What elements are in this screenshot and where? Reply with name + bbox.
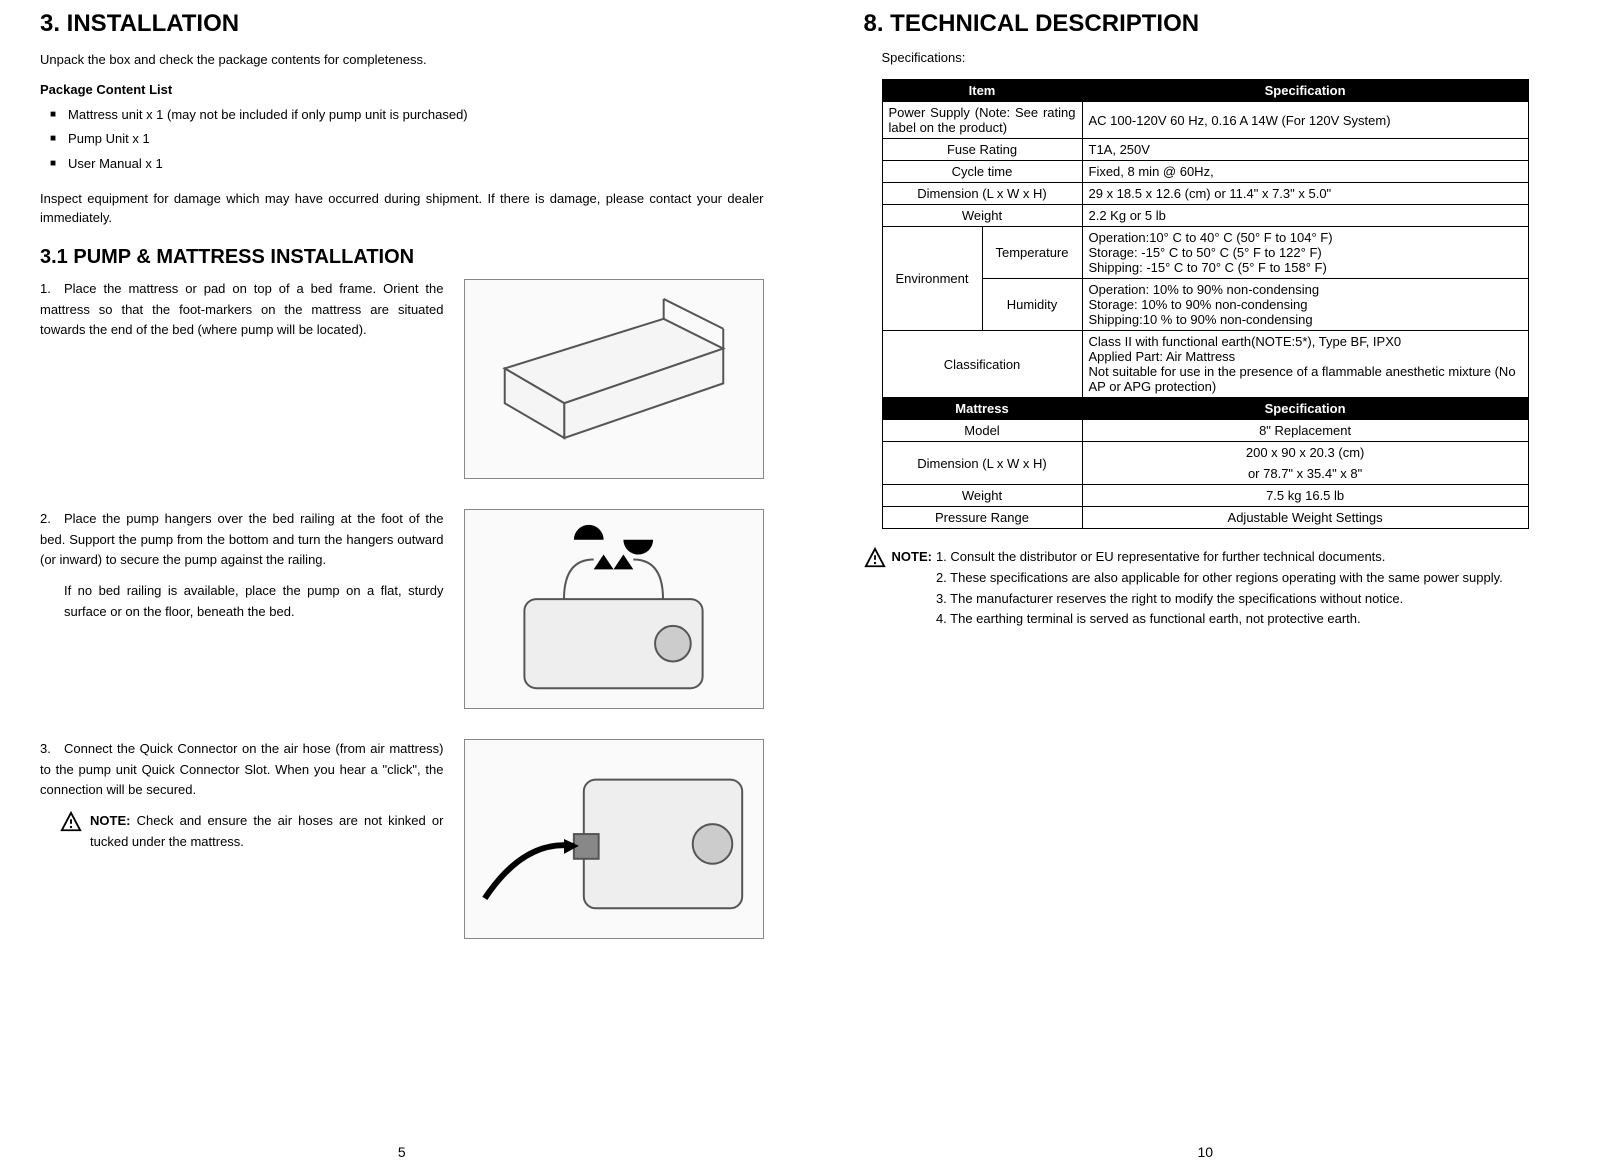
th-spec: Specification — [1082, 80, 1528, 102]
warning-icon — [60, 811, 82, 853]
mattress-illustration — [464, 279, 764, 479]
cell: AC 100-120V 60 Hz, 0.16 A 14W (For 120V … — [1082, 102, 1528, 139]
section-title: 8. TECHNICAL DESCRIPTION — [864, 10, 1568, 38]
step-body-2: If no bed railing is available, place th… — [40, 581, 444, 623]
list-item: Pump Unit x 1 — [50, 129, 764, 150]
note-label: NOTE: — [892, 547, 932, 568]
step-3: 3.Connect the Quick Connector on the air… — [40, 739, 764, 939]
cell: 29 x 18.5 x 12.6 (cm) or 11.4" x 7.3" x … — [1082, 183, 1528, 205]
pump-icon — [465, 510, 762, 708]
page-left: 3. INSTALLATION Unpack the box and check… — [0, 0, 804, 1160]
mattress-icon — [465, 289, 763, 468]
table-row: Weight 7.5 kg 16.5 lb — [882, 485, 1528, 507]
step-body: Place the mattress or pad on top of a be… — [40, 281, 444, 338]
note-item: 2. These specifications are also applica… — [936, 568, 1567, 589]
cell: 2.2 Kg or 5 lb — [1082, 205, 1528, 227]
spec-table: Item Specification Power Supply (Note: S… — [882, 79, 1529, 529]
table-row: Fuse Rating T1A, 250V — [882, 139, 1528, 161]
table-row: Model 8" Replacement — [882, 420, 1528, 442]
step-body: Connect the Quick Connector on the air h… — [40, 741, 444, 798]
cell: Class II with functional earth(NOTE:5*),… — [1082, 331, 1528, 398]
cell: 200 x 90 x 20.3 (cm) — [1082, 442, 1528, 464]
note-item: 4. The earthing terminal is served as fu… — [936, 609, 1567, 630]
cell: Model — [882, 420, 1082, 442]
step-2: 2.Place the pump hangers over the bed ra… — [40, 509, 764, 709]
note-text: Check and ensure the air hoses are not k… — [90, 813, 443, 849]
step-num: 1. — [40, 279, 64, 300]
warning-icon — [864, 547, 886, 630]
subsection-title: 3.1 PUMP & MATTRESS INSTALLATION — [40, 246, 764, 269]
step-text: 1.Place the mattress or pad on top of a … — [40, 279, 444, 351]
cell: T1A, 250V — [1082, 139, 1528, 161]
table-row: Dimension (L x W x H) 29 x 18.5 x 12.6 (… — [882, 183, 1528, 205]
note-item: 1. Consult the distributor or EU represe… — [936, 547, 1567, 568]
table-row: Pressure Range Adjustable Weight Setting… — [882, 507, 1528, 529]
cell: Dimension (L x W x H) — [882, 183, 1082, 205]
cell: Power Supply (Note: See rating label on … — [882, 102, 1082, 139]
cell: Adjustable Weight Settings — [1082, 507, 1528, 529]
table-row: Classification Class II with functional … — [882, 331, 1528, 398]
cell: Fuse Rating — [882, 139, 1082, 161]
cell: Operation: 10% to 90% non-condensing Sto… — [1082, 279, 1528, 331]
table-row: Weight 2.2 Kg or 5 lb — [882, 205, 1528, 227]
cell: Temperature — [982, 227, 1082, 279]
page-right: 8. TECHNICAL DESCRIPTION Specifications:… — [804, 0, 1607, 1160]
list-item: Mattress unit x 1 (may not be included i… — [50, 105, 764, 126]
cell: Humidity — [982, 279, 1082, 331]
list-item: User Manual x 1 — [50, 154, 764, 175]
cell: 7.5 kg 16.5 lb — [1082, 485, 1528, 507]
step-num: 2. — [40, 509, 64, 530]
note-body: NOTE: Check and ensure the air hoses are… — [90, 811, 444, 853]
cell: Dimension (L x W x H) — [882, 442, 1082, 485]
inspect-text: Inspect equipment for damage which may h… — [40, 189, 764, 228]
cell: or 78.7" x 35.4" x 8" — [1082, 463, 1528, 485]
th-item: Mattress — [882, 398, 1082, 420]
step-num: 3. — [40, 739, 64, 760]
table-row: Cycle time Fixed, 8 min @ 60Hz, — [882, 161, 1528, 183]
specs-label: Specifications: — [882, 50, 1568, 65]
step-text: 3.Connect the Quick Connector on the air… — [40, 739, 444, 853]
cell: 8" Replacement — [1082, 420, 1528, 442]
cell: Fixed, 8 min @ 60Hz, — [1082, 161, 1528, 183]
page-number: 5 — [398, 1144, 406, 1160]
connector-icon — [465, 740, 762, 938]
page-number: 10 — [1197, 1144, 1213, 1160]
note-block: NOTE: Check and ensure the air hoses are… — [40, 811, 444, 853]
step-body: Place the pump hangers over the bed rail… — [40, 511, 444, 568]
package-head: Package Content List — [40, 82, 764, 97]
cell: Pressure Range — [882, 507, 1082, 529]
th-item: Item — [882, 80, 1082, 102]
cell: Weight — [882, 205, 1082, 227]
section-title: 3. INSTALLATION — [40, 10, 764, 38]
notes-body: NOTE:1. Consult the distributor or EU re… — [892, 547, 1568, 630]
th-spec: Specification — [1082, 398, 1528, 420]
note-item: 3. The manufacturer reserves the right t… — [936, 589, 1567, 610]
package-list: Mattress unit x 1 (may not be included i… — [40, 105, 764, 175]
cell: Cycle time — [882, 161, 1082, 183]
table-row: Dimension (L x W x H) 200 x 90 x 20.3 (c… — [882, 442, 1528, 464]
step-text: 2.Place the pump hangers over the bed ra… — [40, 509, 444, 633]
cell: Environment — [882, 227, 982, 331]
connector-illustration — [464, 739, 764, 939]
step-1: 1.Place the mattress or pad on top of a … — [40, 279, 764, 479]
note-label: NOTE: — [90, 813, 130, 828]
cell: Weight — [882, 485, 1082, 507]
notes-block: NOTE:1. Consult the distributor or EU re… — [864, 547, 1568, 630]
intro-text: Unpack the box and check the package con… — [40, 50, 764, 70]
pump-hanger-illustration — [464, 509, 764, 709]
table-row: Environment Temperature Operation:10° C … — [882, 227, 1528, 279]
cell: Classification — [882, 331, 1082, 398]
cell: Operation:10° C to 40° C (50° F to 104° … — [1082, 227, 1528, 279]
table-row: Power Supply (Note: See rating label on … — [882, 102, 1528, 139]
